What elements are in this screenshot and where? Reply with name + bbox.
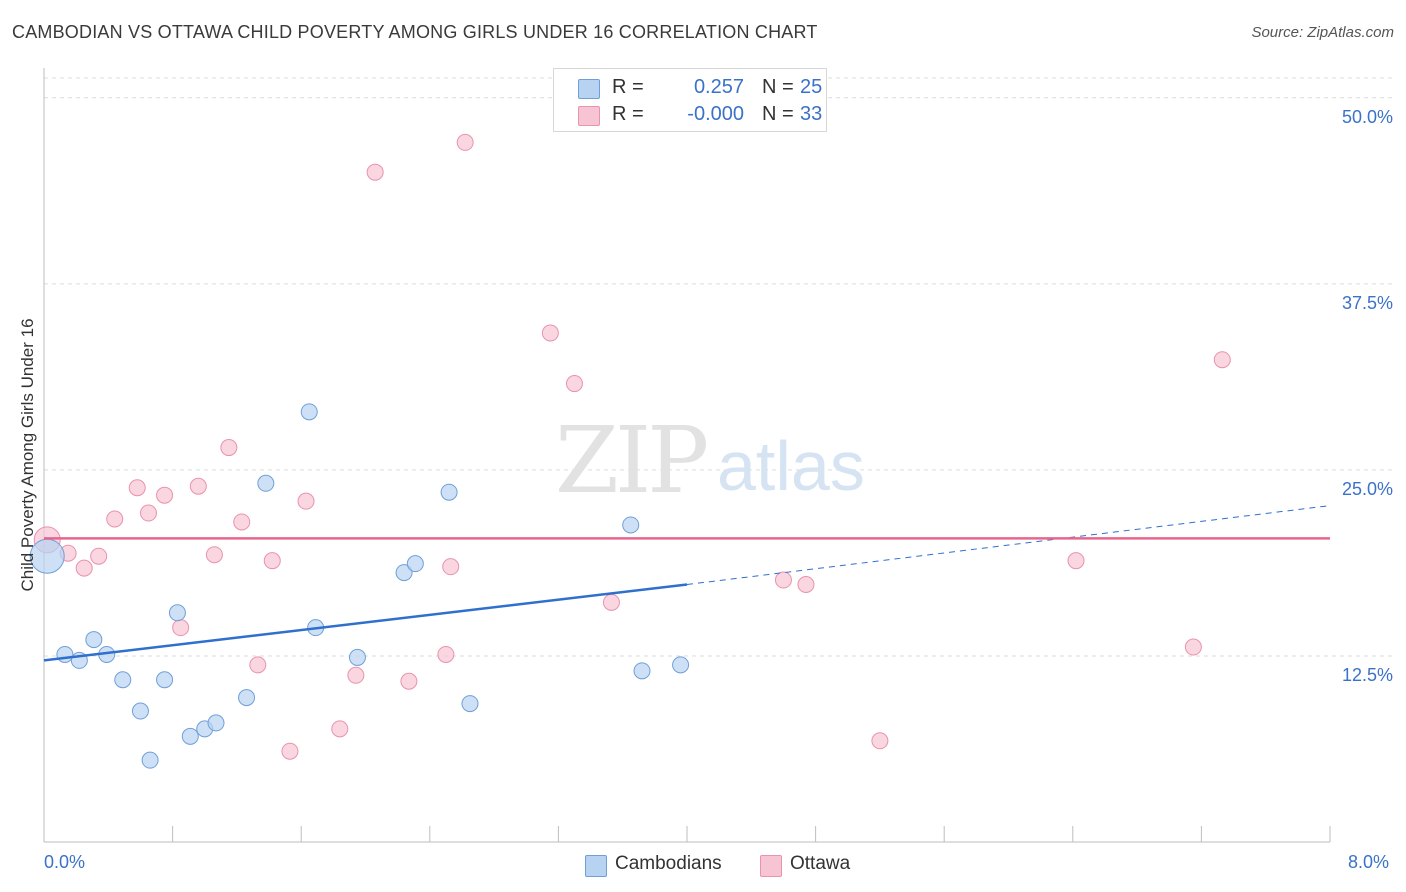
point-ottawa bbox=[456, 133, 474, 151]
n-value: 33 bbox=[800, 103, 823, 125]
point-ottawa bbox=[220, 439, 238, 457]
point-ottawa bbox=[437, 645, 455, 663]
trend-line-cambodians bbox=[43, 583, 688, 662]
legend-swatch-blue bbox=[578, 79, 600, 99]
point-ottawa bbox=[156, 486, 174, 504]
point-cambodians bbox=[85, 631, 103, 649]
point-ottawa bbox=[400, 672, 418, 690]
watermark-atlas: atlas bbox=[717, 427, 865, 505]
point-cambodians bbox=[395, 564, 413, 582]
watermark: ZIP atlas bbox=[555, 407, 865, 514]
point-ottawa bbox=[128, 479, 146, 497]
r-value: -0.000 bbox=[687, 103, 744, 125]
point-ottawa bbox=[442, 558, 460, 576]
point-ottawa bbox=[797, 575, 815, 593]
trend-layer bbox=[43, 505, 1331, 662]
legend-label-cambodians: Cambodians bbox=[615, 853, 722, 874]
grid-layer bbox=[44, 77, 1392, 657]
point-ottawa bbox=[1067, 552, 1085, 570]
y-axis-label: Child Poverty Among Girls Under 16 bbox=[18, 318, 37, 592]
r-label: R = bbox=[612, 76, 644, 98]
point-cambodians bbox=[633, 662, 651, 680]
point-ottawa bbox=[205, 546, 223, 564]
y-tick-label: 37.5% bbox=[1342, 293, 1393, 313]
point-ottawa bbox=[106, 510, 124, 528]
point-cambodians bbox=[181, 727, 199, 745]
n-label: N = bbox=[762, 76, 794, 98]
point-ottawa bbox=[139, 504, 157, 522]
n-value: 25 bbox=[800, 76, 823, 98]
y-tick-labels: 12.5% 25.0% 37.5% 50.0% bbox=[1342, 107, 1393, 685]
y-tick-label: 12.5% bbox=[1342, 665, 1393, 685]
point-cambodians bbox=[238, 689, 256, 707]
chart-title: CAMBODIAN VS OTTAWA CHILD POVERTY AMONG … bbox=[12, 22, 818, 42]
point-cambodians bbox=[348, 648, 366, 666]
point-ottawa bbox=[172, 619, 190, 637]
r-value: 0.257 bbox=[693, 76, 744, 98]
point-ottawa bbox=[75, 559, 93, 577]
point-cambodians bbox=[168, 604, 186, 622]
point-cambodians bbox=[440, 483, 458, 501]
point-ottawa bbox=[90, 547, 108, 565]
point-ottawa bbox=[189, 477, 207, 495]
point-cambodians bbox=[672, 656, 690, 674]
y-tick-label: 25.0% bbox=[1342, 479, 1393, 499]
correlation-legend: R = 0.257 N = 25 R = -0.000 N = 33 bbox=[553, 68, 827, 132]
point-cambodians bbox=[257, 474, 275, 492]
legend-swatch-pink bbox=[760, 855, 782, 877]
point-cambodians bbox=[156, 671, 174, 689]
legend-swatch-blue bbox=[585, 855, 607, 877]
watermark-zip: ZIP bbox=[555, 407, 706, 514]
point-ottawa bbox=[774, 571, 792, 589]
point-ottawa bbox=[347, 666, 365, 684]
point-ottawa bbox=[1213, 351, 1231, 369]
point-ottawa bbox=[281, 742, 299, 760]
point-ottawa bbox=[602, 593, 620, 611]
r-label: R = bbox=[612, 103, 644, 125]
points-layer bbox=[29, 133, 1231, 769]
source-label: Source: ZipAtlas.com bbox=[1251, 24, 1394, 41]
series-legend: Cambodians Ottawa bbox=[0, 850, 1406, 880]
point-ottawa bbox=[331, 720, 349, 738]
x-tick-label-max: 8.0% bbox=[1348, 852, 1390, 872]
point-cambodians bbox=[141, 751, 159, 769]
legend-swatch-pink bbox=[578, 106, 600, 126]
point-ottawa bbox=[263, 552, 281, 570]
point-cambodians bbox=[406, 555, 424, 573]
point-cambodians bbox=[207, 714, 225, 732]
point-cambodians bbox=[114, 671, 132, 689]
n-label: N = bbox=[762, 103, 794, 125]
point-ottawa bbox=[233, 513, 251, 531]
point-cambodians bbox=[300, 403, 318, 421]
point-ottawa bbox=[297, 492, 315, 510]
point-ottawa bbox=[541, 324, 559, 342]
axis-layer bbox=[43, 68, 1331, 843]
y-tick-label: 50.0% bbox=[1342, 107, 1393, 127]
point-ottawa bbox=[871, 732, 889, 750]
point-cambodians bbox=[56, 645, 74, 663]
x-tick-label-min: 0.0% bbox=[44, 852, 86, 872]
legend-label-ottawa: Ottawa bbox=[790, 853, 851, 874]
point-cambodians bbox=[131, 702, 149, 720]
point-cambodians bbox=[461, 695, 479, 713]
point-cambodians bbox=[622, 516, 640, 534]
point-ottawa bbox=[249, 656, 267, 674]
point-ottawa bbox=[1184, 638, 1202, 656]
trend-line-cambodians-extended bbox=[686, 505, 1331, 585]
point-ottawa bbox=[565, 375, 583, 393]
point-ottawa bbox=[366, 163, 384, 181]
